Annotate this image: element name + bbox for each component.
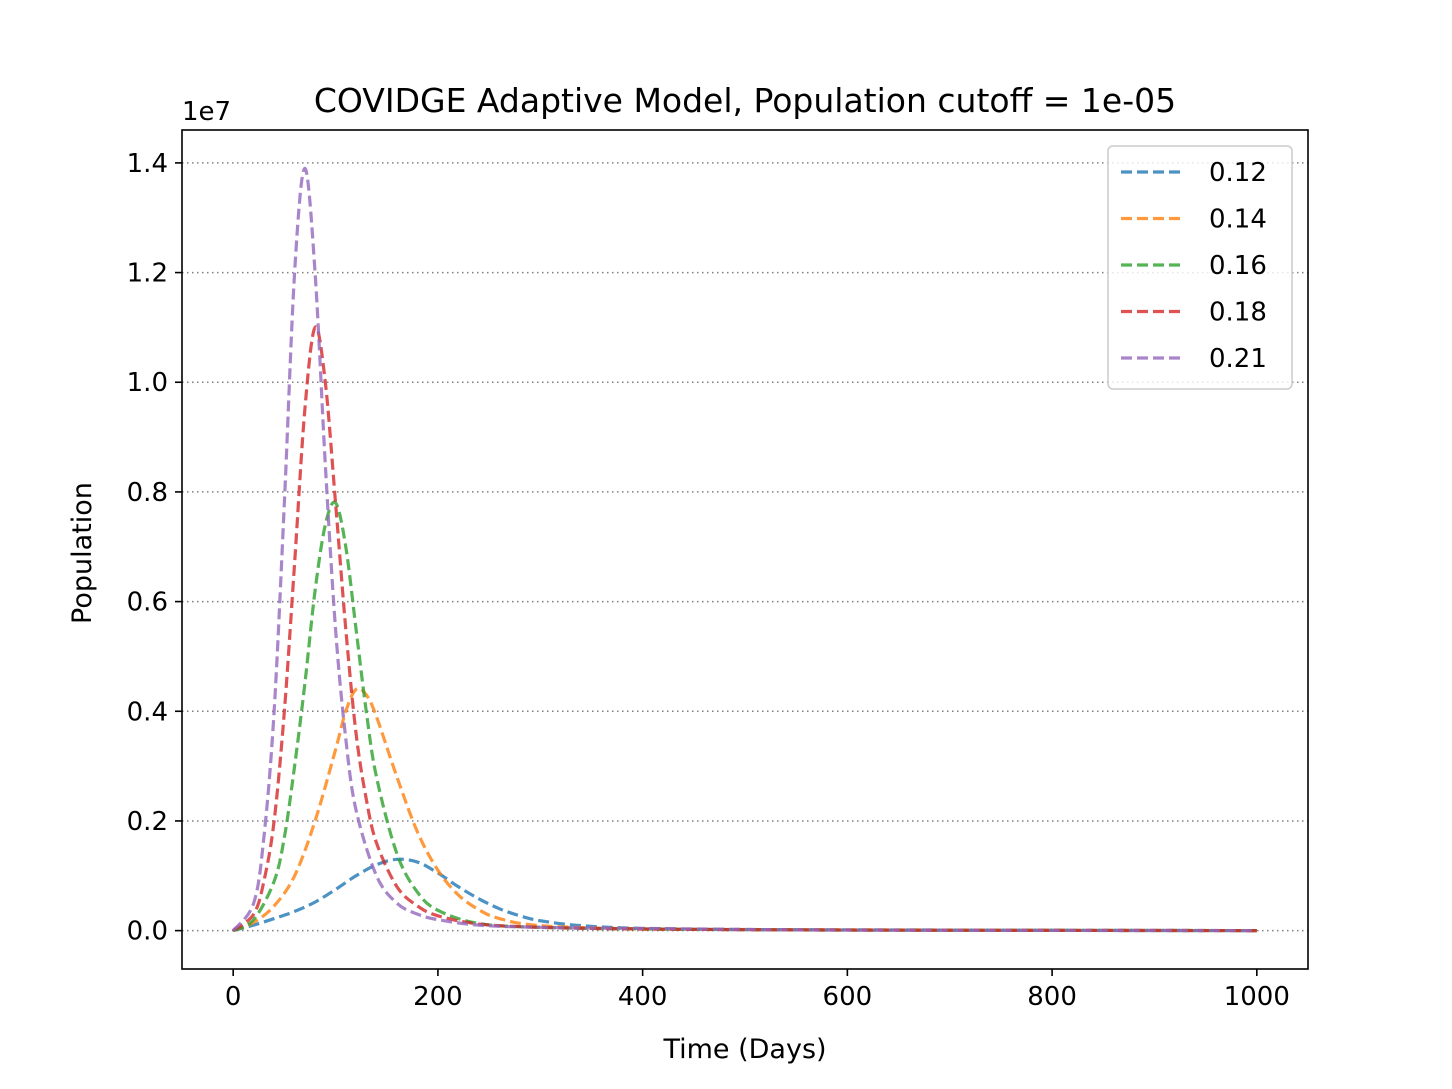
- legend-box: [1107, 145, 1293, 390]
- legend-label: 0.21: [1209, 344, 1267, 374]
- chart-title: COVIDGE Adaptive Model, Population cutof…: [314, 81, 1176, 120]
- x-tick-label: 200: [413, 982, 463, 1012]
- y-tick-label: 0.4: [127, 697, 168, 727]
- x-tick-label: 0: [225, 982, 242, 1012]
- x-tick-label: 400: [618, 982, 668, 1012]
- series-lines: [231, 166, 1257, 933]
- x-tick-label: 600: [823, 982, 873, 1012]
- y-tick-label: 1.4: [127, 149, 168, 179]
- y-tick-label: 0.6: [127, 588, 168, 618]
- plot-frame: [181, 129, 1309, 970]
- series-line-0-14: [232, 686, 1257, 933]
- y-axis-ticks: 0.0 0.2 0.4 0.6 0.8 1.0 1.2 1.4: [127, 149, 182, 947]
- y-tick-label: 1.0: [127, 368, 168, 398]
- x-tick-label: 800: [1027, 982, 1077, 1012]
- series-line-0-12: [232, 857, 1257, 933]
- legend-label: 0.12: [1209, 158, 1267, 188]
- y-tick-label: 1.2: [127, 259, 168, 289]
- x-axis-label: Time (Days): [662, 1034, 826, 1065]
- x-axis-ticks: 0 200 400 600 800 1000: [225, 969, 1290, 1012]
- y-axis-label: Population: [67, 482, 98, 624]
- y-tick-label: 0.0: [127, 917, 168, 947]
- legend-label: 0.18: [1209, 298, 1267, 328]
- legend-label: 0.14: [1209, 205, 1267, 235]
- y-offset-label: 1e7: [182, 97, 231, 127]
- legend: 0.12 0.14 0.16 0.18 0.21: [1107, 145, 1293, 390]
- series-line-0-21: [231, 166, 1257, 933]
- y-tick-label: 0.2: [127, 807, 168, 837]
- legend-label: 0.16: [1209, 251, 1267, 281]
- x-tick-label: 1000: [1224, 982, 1290, 1012]
- y-tick-label: 0.8: [127, 478, 168, 508]
